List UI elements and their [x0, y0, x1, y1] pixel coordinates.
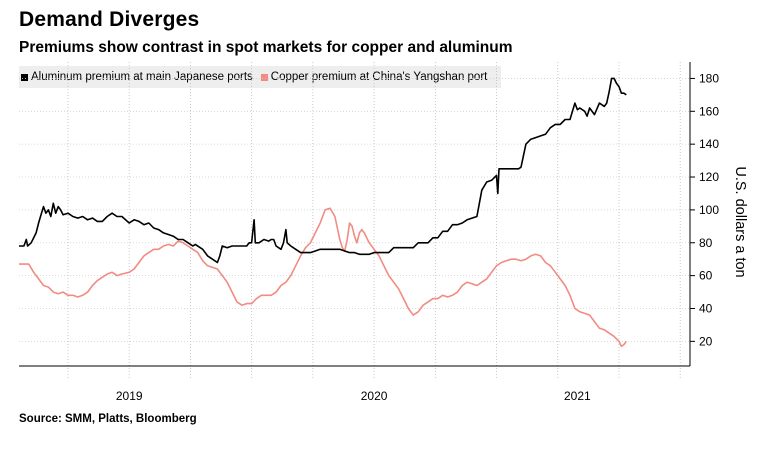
ytick-label-120: 120	[699, 170, 719, 184]
legend-swatch-aluminum	[21, 73, 28, 81]
ytick-label-60: 60	[699, 269, 713, 283]
series-lines	[19, 77, 627, 348]
ytick-label-40: 40	[699, 301, 713, 315]
legend-item-aluminum: Aluminum premium at main Japanese ports	[21, 71, 253, 83]
ytick-label-20: 20	[699, 334, 713, 348]
ytick-label-160: 160	[699, 104, 719, 118]
y-axis-label: U.S. dollars a ton	[732, 166, 748, 277]
legend-label-copper: Copper premium at China's Yangshan port	[270, 71, 488, 83]
series-line-aluminum	[19, 77, 627, 264]
ytick-label-100: 100	[699, 203, 719, 217]
ytick-label-80: 80	[699, 236, 713, 250]
xtick-label-2020: 2020	[361, 389, 388, 403]
series-line-copper	[19, 207, 627, 348]
legend-label-aluminum: Aluminum premium at main Japanese ports	[31, 71, 253, 83]
xtick-label-2019: 2019	[116, 389, 143, 403]
legend: Aluminum premium at main Japanese ports …	[19, 66, 502, 88]
axes: 20 40 60 80 100 120 140 160 180 2019 2020 2021 U.S. …	[19, 62, 748, 403]
gridlines	[19, 62, 690, 378]
ytick-label-180: 180	[699, 71, 719, 85]
xtick-label-2021: 2021	[564, 389, 591, 403]
source-note: Source: SMM, Platts, Bloomberg	[19, 413, 197, 425]
ytick-label-140: 140	[699, 137, 719, 151]
legend-swatch-copper	[260, 73, 268, 81]
chart-subtitle: Premiums show contrast in spot markets f…	[19, 39, 513, 56]
legend-item-copper: Copper premium at China's Yangshan port	[260, 71, 488, 83]
chart-title: Demand Diverges	[19, 8, 200, 31]
